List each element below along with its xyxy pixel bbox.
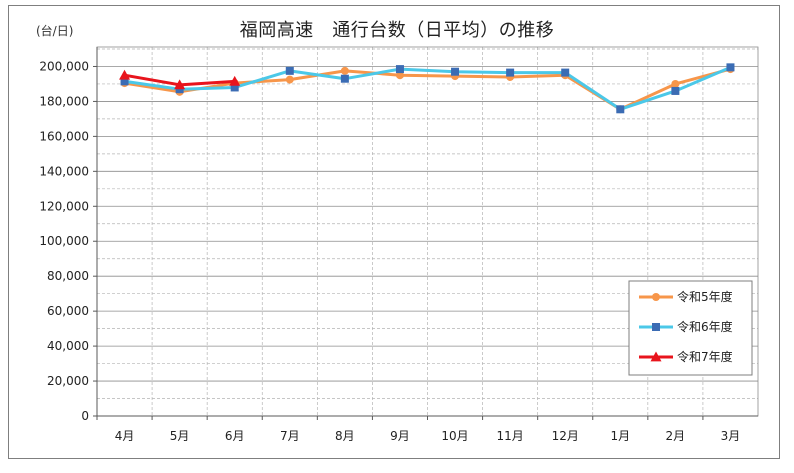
x-tick-label: 2月	[666, 429, 686, 443]
y-tick-label: 40,000	[47, 339, 89, 353]
x-tick-labels: 4月 5月 6月 7月 8月 9月 10月 11月 12月 1月 2月 3月	[96, 416, 741, 443]
x-tick-label: 5月	[170, 429, 190, 443]
x-tick-label: 11月	[496, 429, 523, 443]
legend-label: 令和6年度	[677, 319, 733, 334]
y-tick-label: 140,000	[39, 164, 89, 178]
y-tick-labels: 0 20,000 40,000 60,000 80,000 100,000 120,000 1…	[39, 59, 97, 423]
y-tick-label: 200,000	[39, 59, 89, 73]
legend-swatch-marker	[652, 293, 660, 301]
x-tick-label: 12月	[552, 429, 579, 443]
data-point	[616, 105, 625, 114]
data-point	[119, 69, 131, 80]
y-tick-label: 20,000	[47, 374, 89, 388]
y-tick-label: 0	[81, 409, 89, 423]
y-tick-label: 180,000	[39, 94, 89, 108]
series-line	[124, 65, 732, 111]
data-point	[340, 66, 349, 75]
chart-title: 福岡高速 通行台数（日平均）の推移	[239, 20, 555, 41]
data-point	[285, 66, 294, 75]
legend-item: 令和6年度	[639, 319, 733, 334]
legend-swatch-marker	[652, 323, 660, 331]
legend-item: 令和5年度	[639, 289, 733, 304]
chart-frame	[8, 5, 780, 459]
legend-label: 令和7年度	[677, 349, 733, 364]
y-tick-label: 100,000	[39, 234, 89, 248]
series-3	[119, 69, 241, 90]
x-tick-label: 10月	[441, 429, 468, 443]
data-point	[230, 83, 239, 92]
x-tick-label: 6月	[225, 429, 245, 443]
x-tick-label: 3月	[721, 429, 741, 443]
data-point	[671, 79, 680, 88]
y-tick-label: 60,000	[47, 304, 89, 318]
x-tick-label: 8月	[335, 429, 355, 443]
y-tick-label: 80,000	[47, 269, 89, 283]
data-point	[561, 68, 570, 77]
data-point	[395, 71, 404, 80]
series-group	[119, 63, 735, 114]
data-point	[451, 67, 460, 76]
data-point	[229, 75, 241, 86]
data-point	[506, 68, 515, 77]
data-point	[174, 79, 186, 90]
x-tick-label: 7月	[280, 429, 300, 443]
data-point	[120, 77, 129, 86]
data-point	[671, 86, 680, 95]
y-unit-label: (台/日)	[36, 24, 74, 38]
legend-item: 令和7年度	[639, 349, 733, 364]
x-tick-label: 1月	[610, 429, 630, 443]
y-tick-label: 160,000	[39, 129, 89, 143]
x-tick-label: 9月	[390, 429, 410, 443]
data-point	[285, 75, 294, 84]
y-tick-label: 120,000	[39, 199, 89, 213]
data-point	[340, 74, 349, 83]
legend-label: 令和5年度	[677, 289, 733, 304]
data-point	[726, 63, 735, 72]
x-tick-label: 4月	[115, 429, 135, 443]
data-point	[395, 65, 404, 74]
legend-swatch-marker	[650, 351, 662, 362]
